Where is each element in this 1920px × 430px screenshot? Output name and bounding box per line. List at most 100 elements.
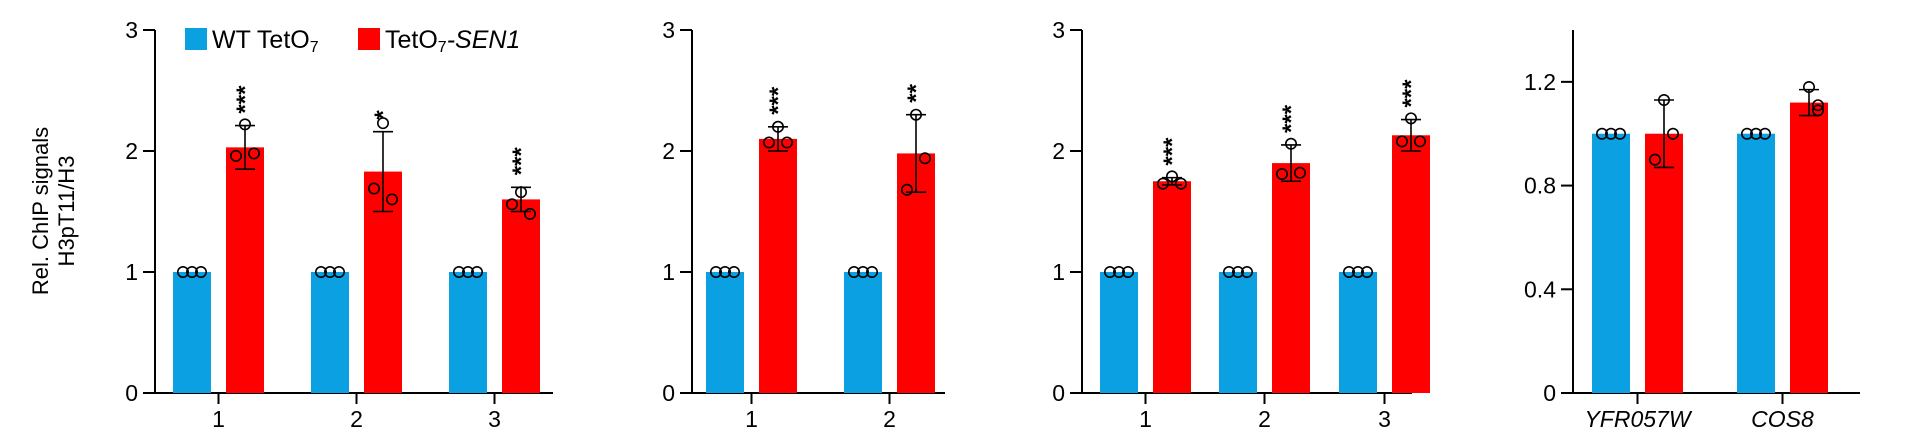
legend-sen1-label: TetO7-SEN1 <box>385 26 520 56</box>
significance-label: *** <box>508 147 535 176</box>
bar-group-1: 1 *** <box>1100 137 1191 430</box>
data-point <box>367 182 380 195</box>
bar-sen1 <box>759 138 797 393</box>
y-axis-title: Rel. ChIP signals H3pT11/H3 <box>28 127 79 295</box>
bar-sen1 <box>502 199 540 393</box>
x-tick-label: YFR057W <box>1584 406 1692 430</box>
data-point <box>523 207 536 220</box>
significance-label: *** <box>1398 79 1425 108</box>
bar-sen1 <box>226 147 264 393</box>
data-point <box>314 265 327 278</box>
data-point <box>1803 81 1816 94</box>
data-point <box>1667 127 1680 140</box>
bar-group-COS8: COS8 <box>1737 81 1828 430</box>
data-point <box>385 193 398 206</box>
data-point <box>1741 127 1754 140</box>
data-point <box>1276 167 1289 180</box>
data-point <box>1414 135 1427 148</box>
x-tick-label: 2 <box>1258 406 1271 430</box>
x-tick-label: 3 <box>488 406 501 430</box>
bar-group-3: 3 *** <box>449 147 540 430</box>
data-point <box>230 149 243 162</box>
data-point <box>1649 153 1662 166</box>
bar-wt <box>1737 133 1775 393</box>
significance-label: *** <box>1278 104 1305 133</box>
y-tick-label: 0 <box>125 380 138 406</box>
data-point <box>248 147 261 160</box>
y-tick-label: 2 <box>125 138 138 164</box>
data-point <box>709 265 722 278</box>
data-point <box>1113 265 1126 278</box>
data-point <box>1614 127 1627 140</box>
y-tick-label: 3 <box>662 17 675 43</box>
legend-wt: WT TetO7 <box>185 26 319 56</box>
data-point <box>847 265 860 278</box>
y-tick-label: 2 <box>662 138 675 164</box>
data-point <box>1812 99 1825 112</box>
x-tick-label: 1 <box>745 406 758 430</box>
bar-group-2: 2 *** <box>1219 104 1310 430</box>
y-tick-label: 3 <box>125 17 138 43</box>
significance-label: *** <box>765 86 792 115</box>
data-point <box>1405 112 1418 125</box>
data-point <box>718 265 731 278</box>
x-tick-label: 1 <box>212 406 225 430</box>
y-tick-label: 0.8 <box>1524 173 1556 199</box>
bar-sen1 <box>1272 163 1310 393</box>
bar-group-YFR057W: YFR057W <box>1584 94 1693 430</box>
data-point <box>1812 104 1825 117</box>
data-point <box>1241 265 1254 278</box>
bar-sen1 <box>1790 102 1828 393</box>
x-tick-label: 1 <box>1139 406 1152 430</box>
bar-group-2: 2* <box>311 110 402 430</box>
legend: WT TetO7 TetO7-SEN1 <box>185 26 520 56</box>
data-point <box>323 265 336 278</box>
bar-sen1 <box>1645 133 1683 393</box>
data-point <box>1285 137 1298 150</box>
x-tick-label: 2 <box>883 406 896 430</box>
bar-sen1 <box>1392 135 1430 393</box>
y-tick-label: 1.2 <box>1524 69 1556 95</box>
y-tick-label: 1 <box>662 259 675 285</box>
data-point <box>856 265 869 278</box>
y-axis-title-line: Rel. ChIP signals <box>28 127 53 295</box>
data-point <box>1750 127 1763 140</box>
data-point <box>1596 127 1609 140</box>
bar-wt <box>706 272 744 393</box>
data-point <box>514 186 527 199</box>
legend-wt-label: WT TetO7 <box>212 26 319 56</box>
data-point <box>177 265 190 278</box>
y-axis-title-line: H3pT11/H3 <box>54 156 79 267</box>
data-point <box>909 108 922 121</box>
x-tick-label: 2 <box>350 406 363 430</box>
data-point <box>900 183 913 196</box>
data-point <box>727 265 740 278</box>
significance-label: * <box>370 110 397 120</box>
data-point <box>195 265 208 278</box>
data-point <box>461 265 474 278</box>
bar-wt <box>311 272 349 393</box>
bar-wt <box>1100 272 1138 393</box>
panel-2: 0 1 2 3 1 *** 2 ** <box>662 17 945 430</box>
bar-wt <box>844 272 882 393</box>
data-point <box>376 117 389 130</box>
bar-sen1 <box>1153 181 1191 393</box>
y-tick-label: 2 <box>1052 138 1065 164</box>
bar-wt <box>449 272 487 393</box>
data-point <box>1658 94 1671 107</box>
data-point <box>1294 166 1307 179</box>
panel-3: 0 1 2 3 1 *** 2 *** 3 *** <box>1052 17 1430 430</box>
y-tick-label: 3 <box>1052 17 1065 43</box>
data-point <box>762 136 775 149</box>
data-point <box>1759 127 1772 140</box>
x-tick-label: COS8 <box>1751 406 1814 430</box>
bar-group-1: 1 *** <box>706 86 797 430</box>
data-point <box>1352 265 1365 278</box>
x-tick-label: 3 <box>1378 406 1391 430</box>
data-point <box>239 118 252 131</box>
bar-wt <box>1219 272 1257 393</box>
y-tick-label: 1 <box>1052 259 1065 285</box>
significance-label: ** <box>903 83 930 102</box>
legend-sen1-swatch <box>358 28 380 50</box>
